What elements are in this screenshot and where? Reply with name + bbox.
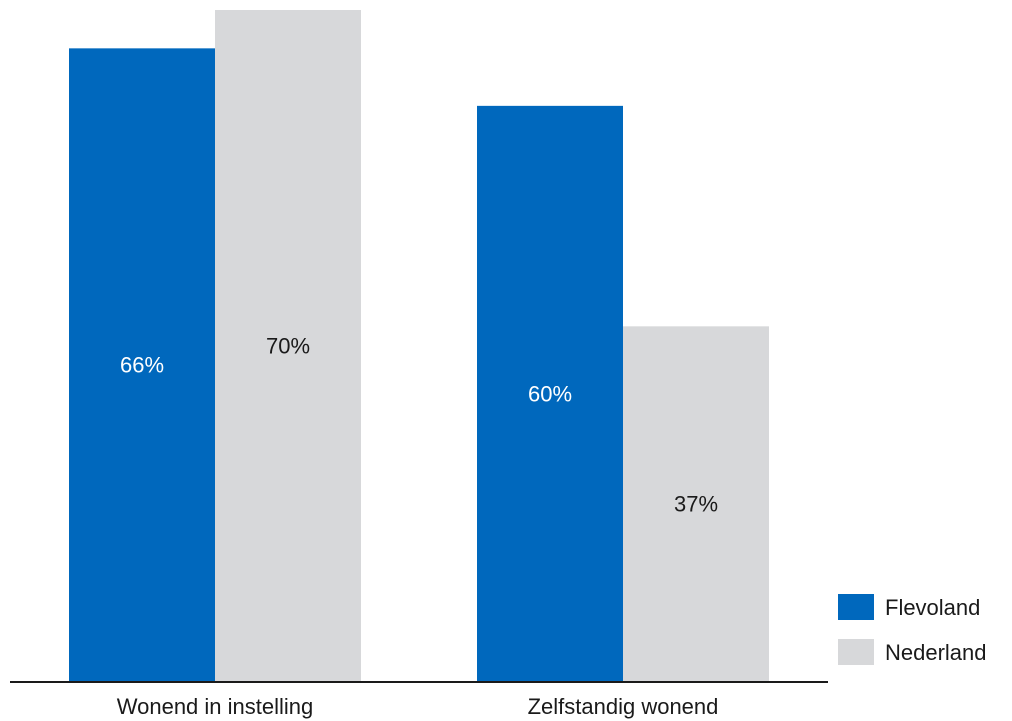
bar-labels-group: 66% 70% 60% 37% — [120, 334, 718, 517]
bar-flevoland-1 — [477, 105, 623, 682]
category-label-0: Wonend in instelling — [117, 694, 314, 719]
data-label-flevoland-0: 66% — [120, 353, 164, 378]
legend-label-flevoland: Flevoland — [885, 595, 980, 620]
data-label-flevoland-1: 60% — [528, 381, 572, 406]
category-label-1: Zelfstandig wonend — [528, 694, 719, 719]
legend-swatch-flevoland — [838, 594, 874, 620]
category-labels-group: Wonend in instelling Zelfstandig wonend — [117, 694, 719, 719]
data-label-nederland-0: 70% — [266, 334, 310, 359]
legend: Flevoland Nederland — [838, 594, 987, 665]
data-label-nederland-1: 37% — [674, 492, 718, 517]
bars-group — [69, 10, 769, 682]
bar-flevoland-0 — [69, 48, 215, 682]
bar-nederland-1 — [623, 326, 769, 681]
bar-nederland-0 — [215, 10, 361, 681]
legend-label-nederland: Nederland — [885, 640, 987, 665]
legend-swatch-nederland — [838, 639, 874, 665]
